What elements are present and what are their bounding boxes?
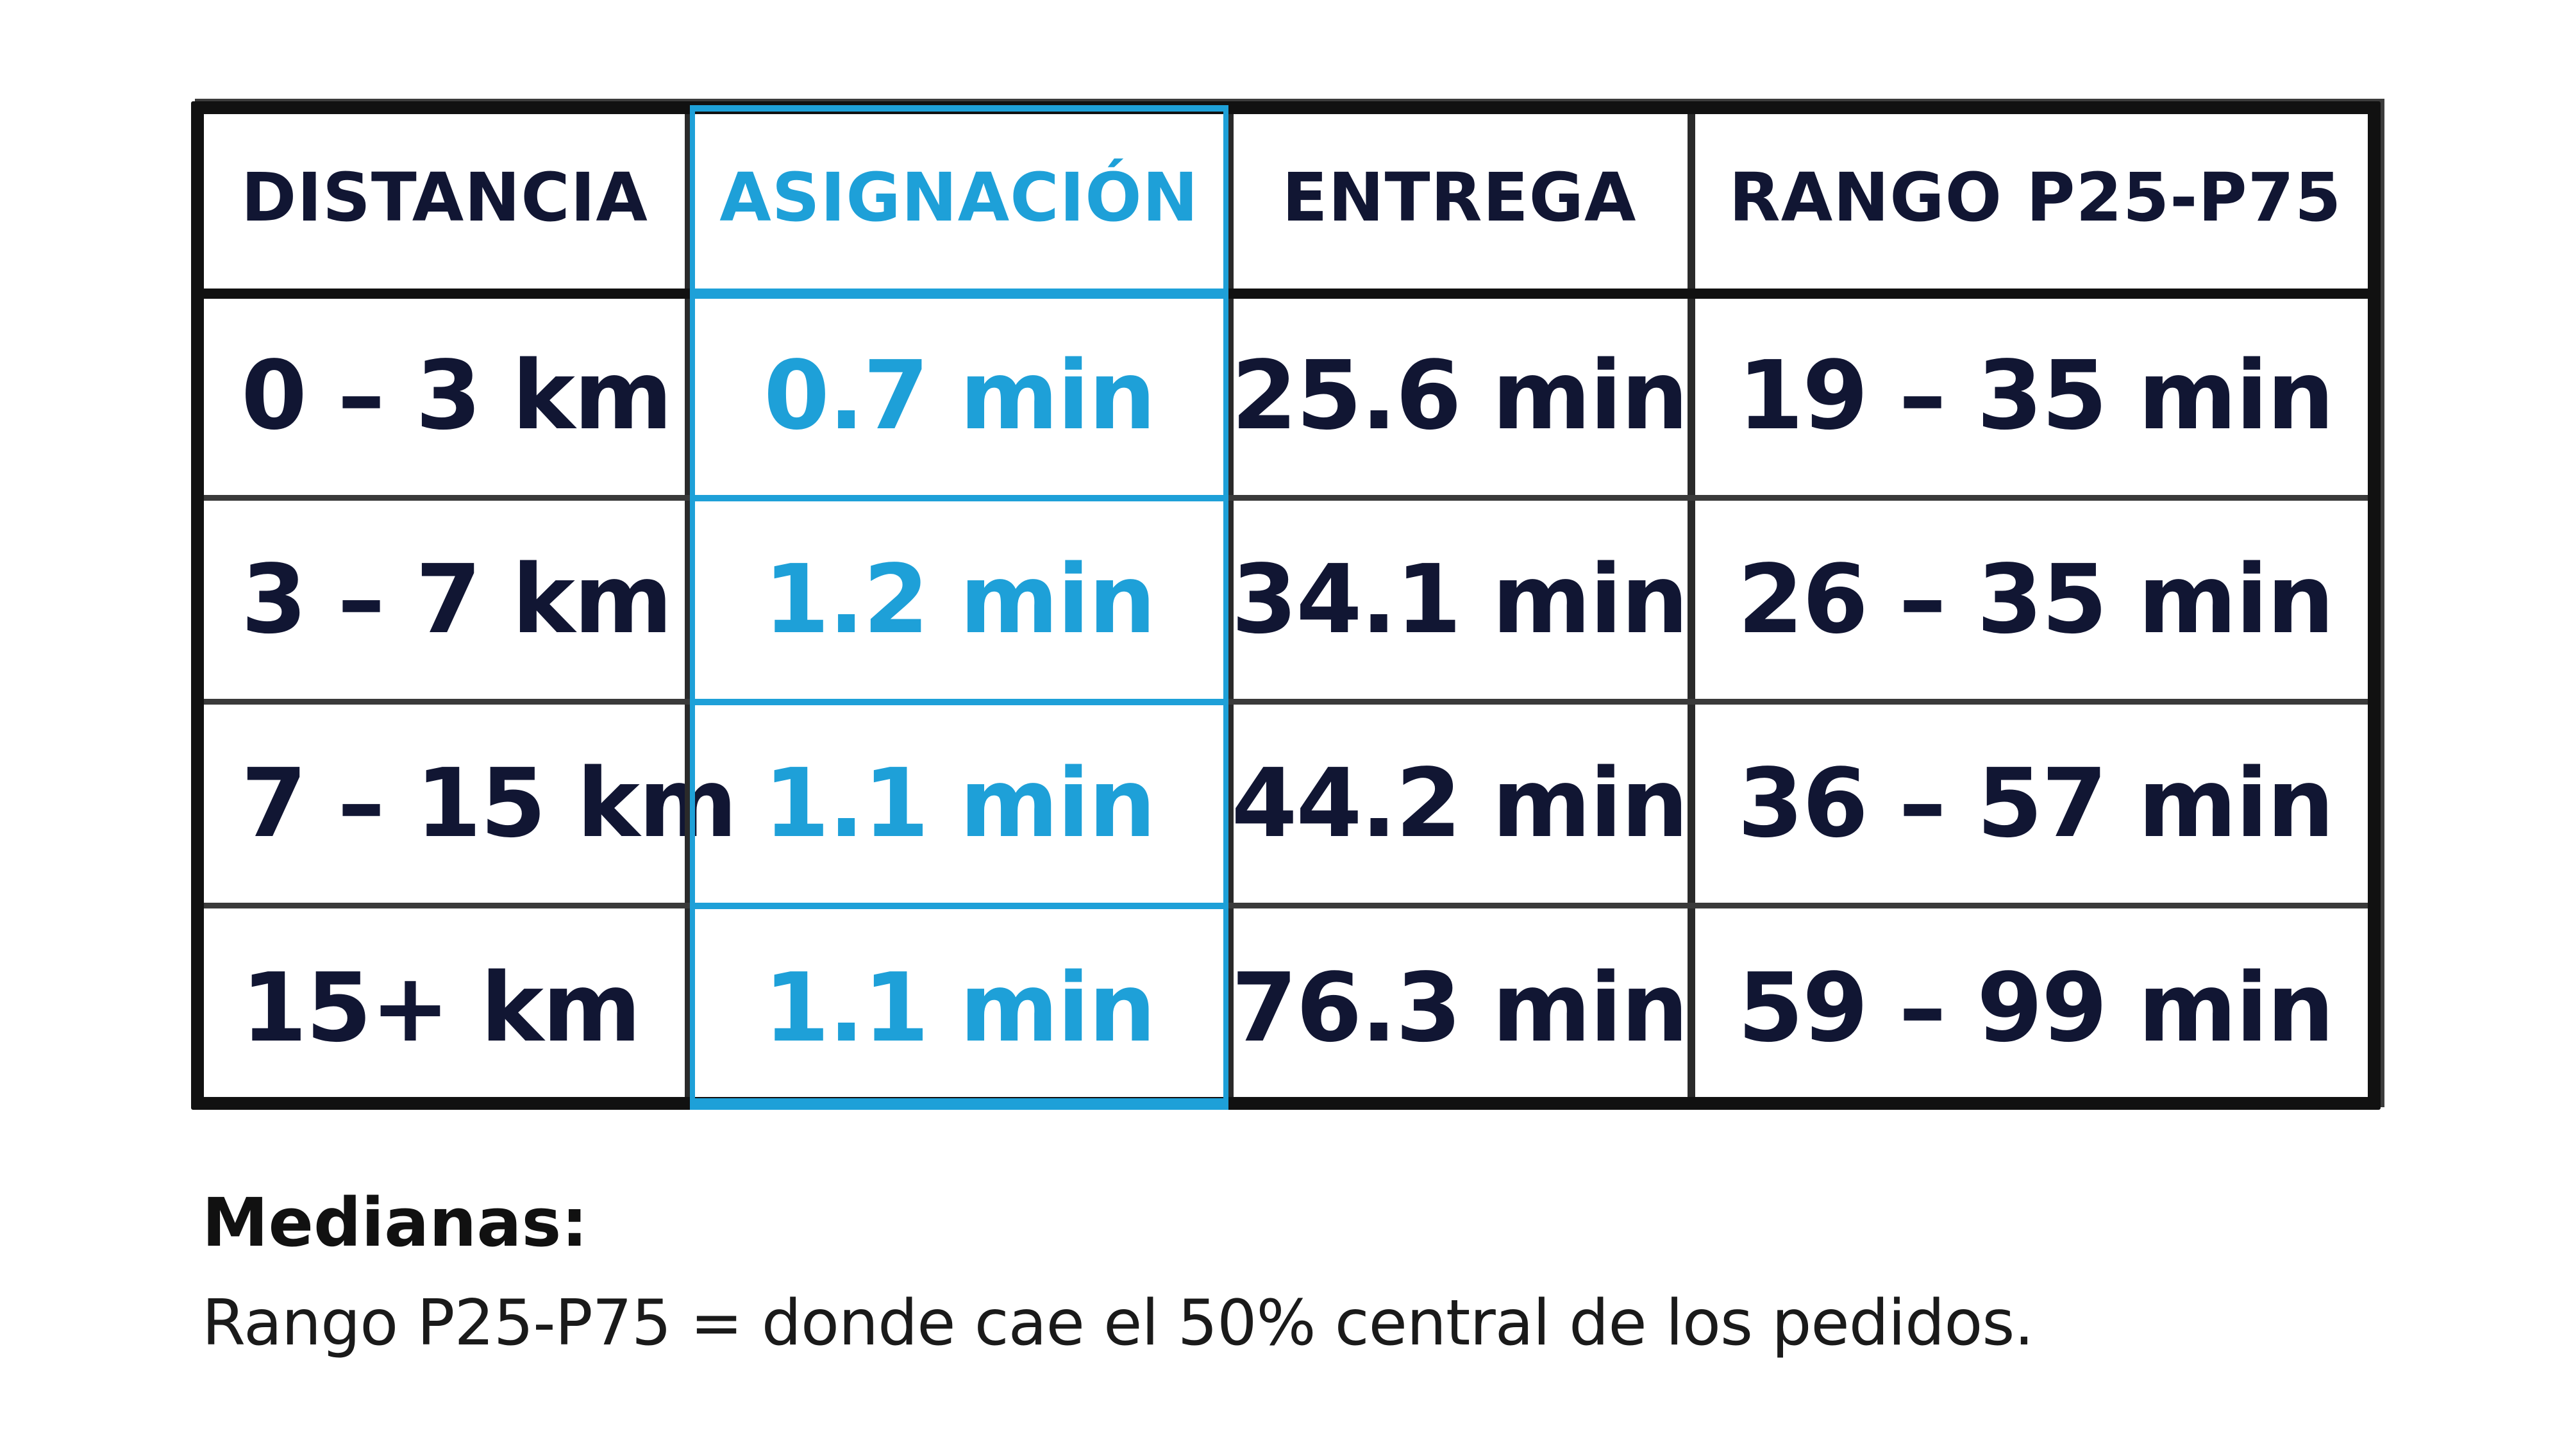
- header-entrega: ENTREGA: [1282, 158, 1637, 237]
- cell-rango: 36 – 57 min: [1738, 748, 2334, 858]
- cell-distancia: 3 – 7 km: [241, 544, 673, 655]
- notes-title: Medianas:: [202, 1184, 589, 1262]
- data-table: DISTANCIA ASIGNACIÓN ENTREGA RANGO P25-P…: [191, 99, 2384, 1110]
- header-asignacion: ASIGNACIÓN: [719, 158, 1199, 237]
- row-divider: [191, 495, 2381, 501]
- cell-asignacion: 1.2 min: [763, 544, 1156, 655]
- cell-distancia: 15+ km: [241, 952, 641, 1063]
- cell-rango: 26 – 35 min: [1738, 544, 2334, 655]
- header-distancia: DISTANCIA: [241, 158, 648, 237]
- cell-asignacion: 1.1 min: [763, 748, 1156, 858]
- notes-section: Medianas: Rango P25-P75 = donde cae el 5…: [202, 1189, 2034, 1355]
- column-divider: [1226, 101, 1234, 1110]
- cell-entrega: 34.1 min: [1231, 544, 1689, 655]
- row-divider: [191, 699, 2381, 705]
- cell-entrega: 76.3 min: [1231, 952, 1689, 1063]
- column-divider: [685, 101, 692, 1110]
- cell-entrega: 25.6 min: [1231, 340, 1689, 451]
- notes-text: Rango P25-P75 = donde cae el 50% central…: [202, 1287, 2034, 1360]
- cell-distancia: 0 – 3 km: [241, 340, 673, 451]
- table-grid: DISTANCIA ASIGNACIÓN ENTREGA RANGO P25-P…: [191, 101, 2381, 1110]
- column-divider: [1688, 101, 1695, 1110]
- row-divider: [191, 903, 2381, 908]
- header-divider: [191, 289, 2381, 299]
- cell-asignacion: 1.1 min: [763, 952, 1156, 1063]
- cell-entrega: 44.2 min: [1231, 748, 1689, 858]
- cell-rango: 59 – 99 min: [1738, 952, 2334, 1063]
- cell-asignacion: 0.7 min: [763, 340, 1156, 451]
- cell-rango: 19 – 35 min: [1738, 340, 2334, 451]
- header-rango: RANGO P25-P75: [1729, 158, 2342, 237]
- cell-distancia: 7 – 15 km: [241, 748, 737, 858]
